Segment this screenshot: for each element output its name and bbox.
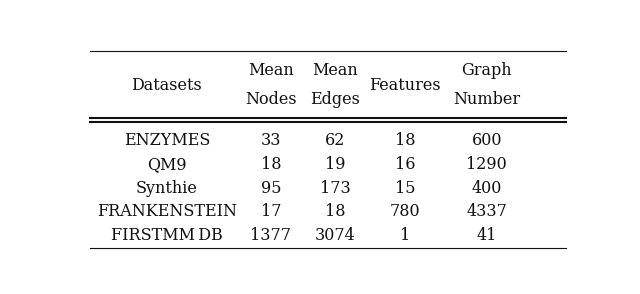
Text: QM9: QM9: [147, 156, 187, 173]
Text: FIRSTMM DB: FIRSTMM DB: [111, 227, 223, 244]
Text: 33: 33: [260, 132, 281, 149]
Text: 3074: 3074: [315, 227, 356, 244]
Text: FRANKENSTEIN: FRANKENSTEIN: [97, 203, 237, 220]
Text: 1290: 1290: [467, 156, 507, 173]
Text: 18: 18: [260, 156, 281, 173]
Text: Edges: Edges: [310, 91, 360, 108]
Text: 400: 400: [472, 180, 502, 197]
Text: ENZYMES: ENZYMES: [124, 132, 210, 149]
Text: Synthie: Synthie: [136, 180, 198, 197]
Text: 780: 780: [390, 203, 420, 220]
Text: Graph: Graph: [461, 62, 512, 79]
Text: Datasets: Datasets: [131, 76, 202, 93]
Text: 95: 95: [260, 180, 281, 197]
Text: Features: Features: [369, 76, 441, 93]
Text: 17: 17: [260, 203, 281, 220]
Text: Nodes: Nodes: [245, 91, 297, 108]
Text: 62: 62: [325, 132, 346, 149]
Text: Number: Number: [453, 91, 520, 108]
Text: 18: 18: [325, 203, 346, 220]
Text: 18: 18: [395, 132, 415, 149]
Text: Mean: Mean: [312, 62, 358, 79]
Text: Mean: Mean: [248, 62, 294, 79]
Text: 16: 16: [395, 156, 415, 173]
Text: 19: 19: [325, 156, 346, 173]
Text: 600: 600: [472, 132, 502, 149]
Text: 15: 15: [395, 180, 415, 197]
Text: 4337: 4337: [467, 203, 507, 220]
Text: 1: 1: [400, 227, 410, 244]
Text: 173: 173: [320, 180, 351, 197]
Text: 1377: 1377: [250, 227, 291, 244]
Text: 41: 41: [477, 227, 497, 244]
